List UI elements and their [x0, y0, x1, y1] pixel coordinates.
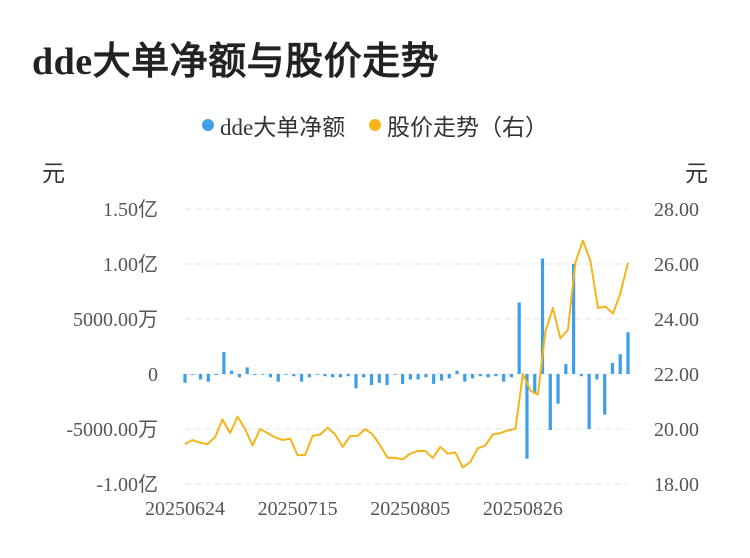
dde-bar-8 [245, 367, 249, 374]
right-tick-label-3: 24.00 [654, 309, 699, 331]
right-axis-unit: 元 [685, 161, 708, 186]
dde-bar-46 [540, 258, 545, 374]
dde-bar-23 [362, 374, 366, 378]
dde-bar-41 [502, 374, 506, 382]
dde-bar-14 [292, 374, 296, 377]
dde-bar-31 [424, 374, 428, 378]
left-tick-label-5: 1.50亿 [103, 198, 158, 221]
dde-bar-26 [385, 374, 389, 385]
left-tick-label-3: 5000.00万 [73, 309, 158, 331]
legend-item-price[interactable]: 股价走势（右） [368, 108, 548, 142]
left-tick-label-4: 1.00亿 [103, 253, 158, 276]
dde-bar-39 [486, 374, 490, 378]
legend-dot-price [368, 119, 381, 131]
dde-bar-52 [587, 374, 591, 429]
right-tick-label-5: 28.00 [654, 199, 699, 221]
legend-dot-dde [202, 119, 215, 131]
dde-bar-25 [377, 374, 381, 383]
right-tick-label-2: 22.00 [654, 364, 699, 386]
dde-bar-42 [509, 374, 514, 378]
dde-bar-35 [455, 370, 459, 374]
dde-bar-29 [408, 374, 412, 380]
legend-label-price: 股价走势（右） [386, 115, 548, 140]
dde-bar-55 [610, 363, 615, 374]
dde-bar-18 [323, 374, 327, 377]
right-tick-label-1: 20.00 [654, 419, 699, 441]
dde-bar-47 [548, 374, 552, 431]
dde-bar-5 [222, 352, 226, 374]
dde-bar-40 [494, 374, 498, 377]
dde-bar-32 [432, 374, 436, 384]
dde-bar-30 [416, 374, 420, 380]
x-tick-label-2: 20250805 [370, 498, 450, 520]
dde-bar-4 [214, 374, 218, 376]
dde-bar-1 [191, 374, 195, 375]
dde-bar-38 [478, 374, 482, 377]
dde-bar-7 [237, 374, 242, 378]
dde-bar-28 [401, 374, 405, 384]
left-axis-unit: 元 [42, 161, 65, 186]
right-tick-label-4: 26.00 [654, 254, 699, 276]
dde-bar-48 [556, 374, 560, 404]
bar-series-dde [183, 258, 630, 459]
chart-legend: dde大单净额 股价走势（右） [0, 108, 750, 142]
dde-bar-36 [463, 374, 467, 382]
dde-bar-24 [369, 374, 374, 385]
x-axis-ticks: 20250624 20250715 20250805 20250826 [145, 498, 563, 520]
grid-lines [185, 208, 628, 485]
dde-bar-22 [354, 374, 358, 389]
dde-bar-44 [525, 374, 529, 459]
right-tick-label-0: 18.00 [654, 474, 699, 496]
dde-bar-9 [253, 374, 257, 376]
dde-bar-10 [261, 374, 265, 375]
dde-bar-16 [307, 374, 311, 378]
dde-bar-27 [393, 374, 397, 375]
dde-bar-54 [603, 374, 607, 415]
dde-bar-50 [571, 264, 576, 374]
left-tick-label-1: -5000.00万 [66, 419, 158, 441]
legend-label-dde: dde大单净额 [220, 115, 346, 140]
dde-bar-0 [183, 374, 187, 383]
chart-title: dde大单净额与股价走势 [32, 41, 440, 83]
dde-bar-45 [533, 374, 537, 394]
left-axis-ticks: -1.00亿 -5000.00万 0 5000.00万 1.00亿 1.50亿 [66, 198, 158, 496]
dde-bar-15 [299, 374, 304, 382]
dde-bar-51 [579, 374, 583, 377]
x-tick-label-3: 20250826 [483, 498, 563, 520]
dde-bar-49 [564, 364, 568, 374]
dde-bar-56 [618, 354, 622, 374]
dde-bar-21 [346, 374, 350, 377]
dde-bar-13 [284, 374, 288, 375]
dde-bar-19 [331, 374, 335, 378]
left-tick-label-0: -1.00亿 [96, 473, 158, 496]
legend-item-dde[interactable]: dde大单净额 [202, 108, 345, 142]
dde-bar-34 [447, 374, 451, 379]
dde-bar-33 [439, 374, 444, 381]
dde-bar-17 [315, 374, 319, 375]
dde-bar-3 [206, 374, 210, 382]
dde-bar-37 [470, 374, 475, 379]
x-tick-label-0: 20250624 [145, 498, 225, 520]
dde-bar-57 [626, 332, 630, 374]
dde-bar-43 [517, 302, 521, 374]
right-axis-ticks: 18.00 20.00 22.00 24.00 26.00 28.00 [654, 199, 699, 496]
dde-bar-20 [338, 374, 343, 378]
dde-bar-2 [198, 374, 203, 380]
left-tick-label-2: 0 [148, 364, 158, 386]
dde-bar-53 [595, 374, 599, 380]
dde-bar-11 [268, 374, 273, 378]
x-tick-label-1: 20250715 [258, 498, 338, 520]
dde-bar-12 [276, 374, 280, 382]
dde-bar-6 [230, 370, 234, 374]
line-series-price [184, 239, 629, 469]
